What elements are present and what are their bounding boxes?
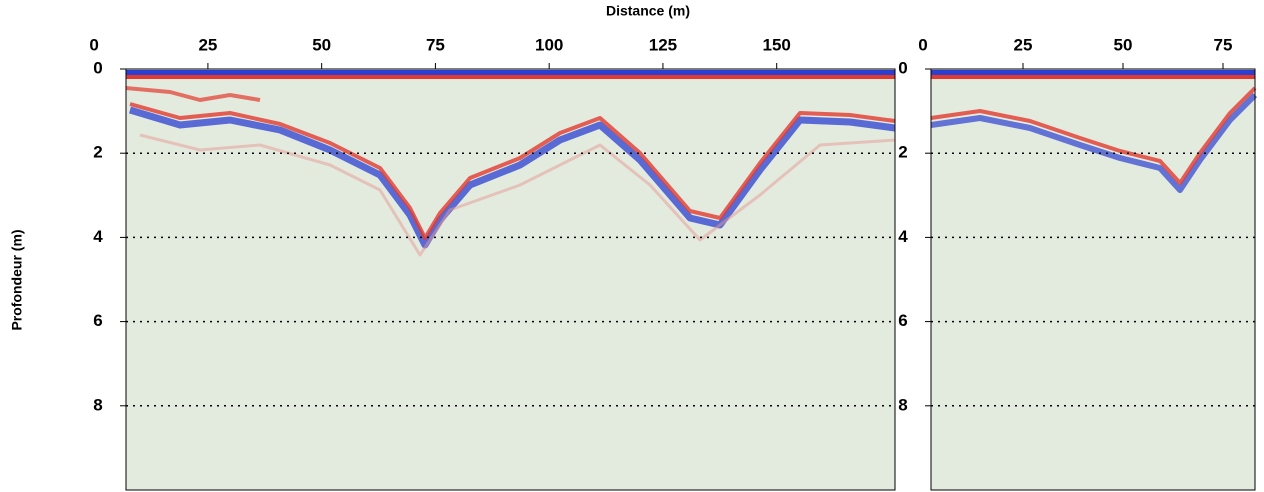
y-tick-label: 4 bbox=[93, 227, 103, 246]
y-tick-label: 0 bbox=[93, 58, 102, 77]
y-tick-label: 6 bbox=[898, 311, 907, 330]
plot-frame bbox=[125, 68, 896, 491]
plot-background bbox=[931, 69, 1255, 490]
y-axis-label: Profondeur (m) bbox=[9, 229, 25, 330]
x-tick-label: 125 bbox=[649, 35, 677, 54]
y-tick-label: 4 bbox=[898, 227, 908, 246]
x-tick-label: 25 bbox=[1014, 35, 1033, 54]
plot-frame bbox=[930, 68, 1256, 491]
y-tick-label: 6 bbox=[93, 311, 102, 330]
y-tick-label: 0 bbox=[898, 58, 907, 77]
x-tick-label: 50 bbox=[1114, 35, 1133, 54]
plot-background bbox=[126, 69, 895, 490]
x-tick-label: 75 bbox=[1214, 35, 1233, 54]
x-tick-label: 0 bbox=[918, 35, 927, 54]
y-tick-label: 8 bbox=[898, 395, 907, 414]
x-tick-label: 50 bbox=[312, 35, 331, 54]
y-tick-label: 2 bbox=[93, 143, 102, 162]
x-tick-label: 150 bbox=[763, 35, 791, 54]
y-tick-label: 2 bbox=[898, 143, 907, 162]
x-tick-label: 25 bbox=[198, 35, 217, 54]
reflectors bbox=[125, 70, 1258, 257]
x-tick-label: 0 bbox=[89, 35, 98, 54]
y-tick-label: 8 bbox=[93, 395, 102, 414]
x-tick-label: 100 bbox=[535, 35, 563, 54]
x-axis-label: Distance (m) bbox=[606, 3, 690, 19]
x-tick-label: 75 bbox=[426, 35, 445, 54]
